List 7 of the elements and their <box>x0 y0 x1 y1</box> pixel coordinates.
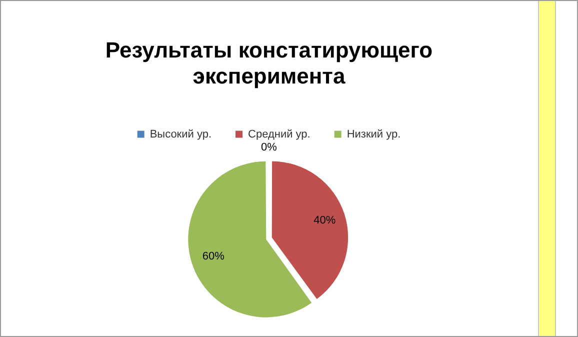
legend-label: Средний ур. <box>248 128 310 140</box>
text: 0% <box>261 141 277 154</box>
data-label: 60% <box>202 250 225 263</box>
legend-label: Высокий ур. <box>150 128 212 140</box>
chart-title: Результаты констатирующего эксперимента <box>105 37 433 89</box>
data-label: 40% <box>314 214 336 226</box>
legend-label: Низкий ур. <box>346 128 401 140</box>
